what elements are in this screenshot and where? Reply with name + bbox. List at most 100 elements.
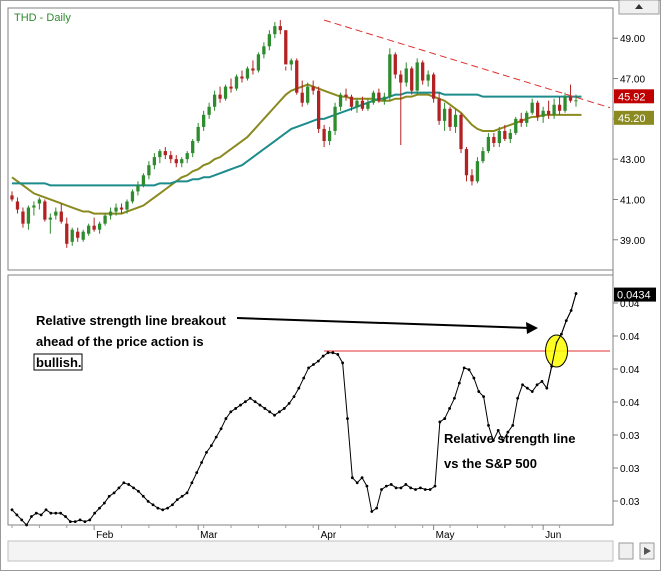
candle [453, 108, 458, 133]
candle [568, 84, 573, 103]
candle-body [388, 54, 392, 97]
rs-label: Relative strength line vs the S&P 500 [444, 431, 575, 471]
candle-body [344, 94, 348, 97]
rs-point [214, 435, 218, 439]
rs-line-breakout-segment [546, 293, 577, 389]
breakout-annotation: Relative strength line breakout ahead of… [33, 313, 538, 371]
candle [426, 70, 430, 87]
candle-body [316, 90, 321, 129]
candle-body [278, 26, 282, 31]
candle [300, 80, 304, 107]
candle [119, 203, 124, 214]
x-tick-label: Mar [200, 530, 218, 541]
rs-point [516, 396, 520, 400]
rs-point [234, 407, 238, 410]
candle [32, 201, 36, 216]
scroll-right-button[interactable] [618, 542, 634, 560]
rs-point [132, 486, 135, 490]
candle [492, 132, 496, 148]
rs-point [540, 380, 544, 383]
candle-body [459, 114, 463, 150]
candle [349, 94, 354, 111]
candle-body [497, 130, 501, 144]
candle [103, 213, 107, 226]
candle-body [300, 92, 304, 103]
candle [377, 88, 381, 103]
x-tick-label: Feb [96, 530, 114, 541]
rs-point [127, 483, 131, 486]
time-scrollbar[interactable] [7, 540, 614, 562]
rs-point [229, 410, 233, 414]
price-badge-bg [614, 110, 654, 125]
candle [404, 62, 408, 87]
candle-body [322, 128, 326, 142]
rs-point [278, 410, 281, 414]
candle-body [284, 30, 288, 65]
rs-label-line-1: Relative strength line [444, 431, 575, 446]
rs-plot [10, 292, 610, 527]
candle-body [130, 191, 135, 202]
candle-body [234, 76, 239, 89]
rs-point [78, 518, 82, 522]
candle-body [141, 175, 146, 186]
rs-point [258, 403, 262, 407]
candle-body [481, 151, 485, 162]
rs-point [68, 520, 72, 524]
candle-body [464, 149, 469, 176]
candle [26, 205, 31, 230]
candle-body [212, 94, 217, 107]
rs-point [25, 523, 28, 527]
candle [382, 92, 386, 105]
rs-point [185, 491, 189, 495]
rs-point [93, 511, 97, 515]
candle [81, 229, 85, 242]
candle-body [311, 86, 315, 91]
candle-body [410, 68, 414, 91]
rs-point [365, 484, 369, 488]
rs-point [462, 366, 466, 370]
rs-point [49, 511, 53, 515]
candle-body [355, 100, 359, 107]
rs-point [146, 499, 150, 503]
rs-point [448, 407, 451, 410]
candle [240, 70, 244, 83]
rs-point [316, 359, 320, 363]
breakout-highlight [545, 334, 569, 368]
price-badge: 45.92 [614, 89, 654, 104]
candle [360, 96, 365, 111]
rs-point [141, 494, 145, 498]
candle [92, 217, 96, 232]
candle [212, 90, 217, 111]
rs-point [409, 486, 413, 490]
candle [344, 88, 348, 101]
candle-body [421, 62, 425, 81]
candle-body [21, 211, 25, 224]
rs-pane [7, 274, 614, 526]
scroll-right-end-button[interactable] [639, 542, 655, 560]
rs-point [273, 413, 276, 417]
pane-scroll-up-button[interactable] [618, 0, 660, 15]
candle [163, 147, 167, 160]
rs-point [30, 515, 33, 518]
candle [366, 98, 370, 111]
rs-point [282, 407, 286, 410]
rs-point [224, 417, 228, 420]
candle-body [541, 110, 545, 117]
candle [557, 96, 562, 115]
rs-point [263, 407, 267, 410]
rs-point [137, 489, 140, 493]
rs-point [292, 395, 296, 399]
candle [48, 213, 52, 234]
rs-point [209, 444, 213, 448]
candle-body [371, 92, 376, 103]
candle [486, 132, 491, 154]
candle-body [108, 211, 113, 216]
candle-body [119, 207, 124, 210]
rs-point [59, 511, 63, 515]
candle [470, 169, 474, 186]
rs-label-line-2: vs the S&P 500 [444, 456, 537, 471]
candle-body [196, 126, 200, 142]
price-tick-label: 39.00 [620, 236, 645, 247]
rs-point [307, 366, 310, 370]
price-badge-label: 45.20 [618, 113, 646, 125]
